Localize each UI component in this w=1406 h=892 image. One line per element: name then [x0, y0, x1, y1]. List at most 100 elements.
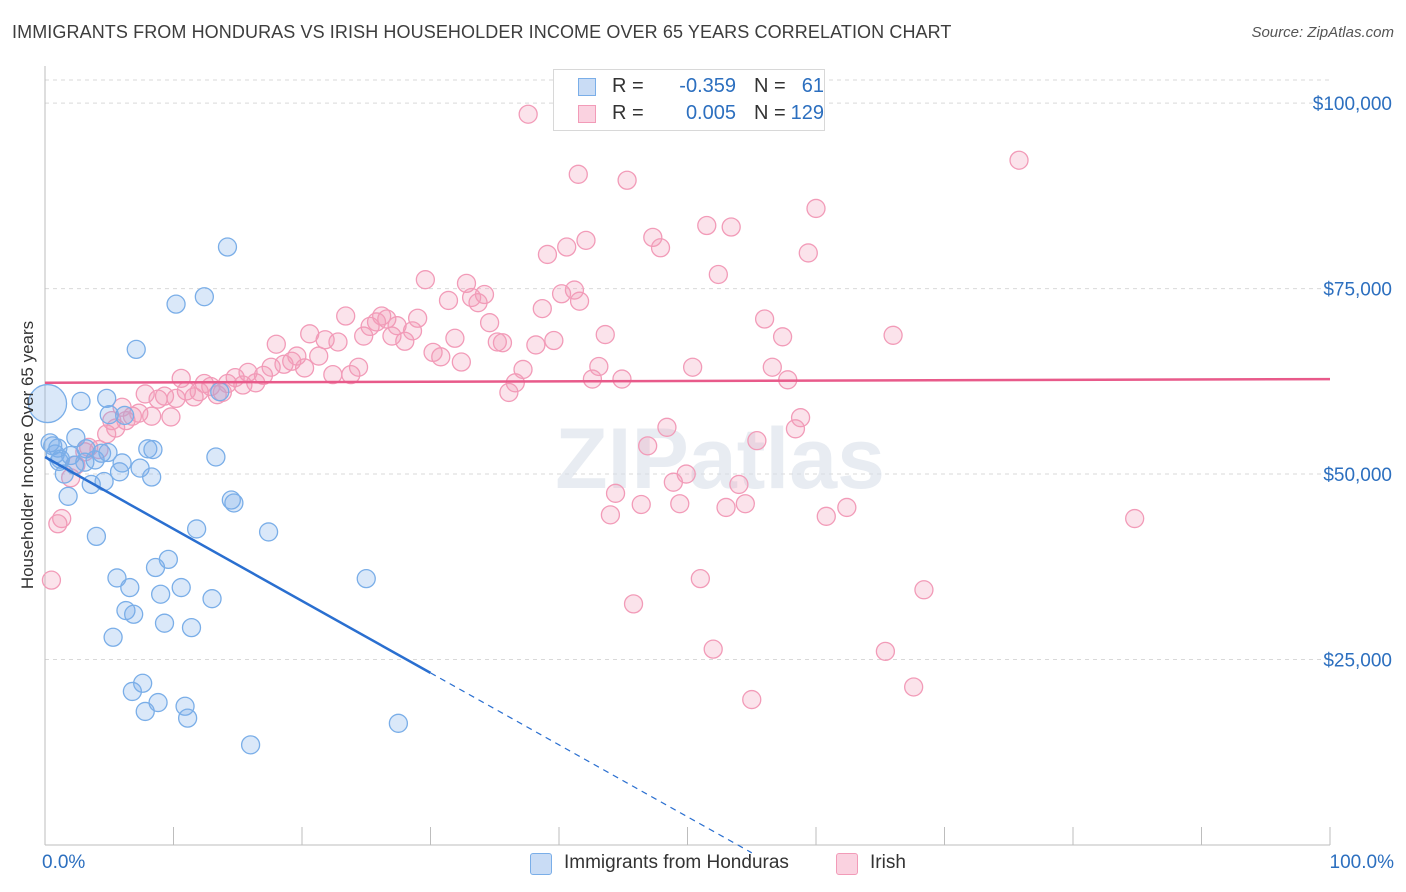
irish-point — [544, 330, 564, 351]
honduras-point — [171, 577, 191, 598]
honduras-trend-extension — [430, 672, 753, 854]
irish-point — [576, 230, 596, 250]
legend-n-label: N = — [754, 75, 786, 97]
irish-point — [415, 270, 436, 290]
irish-point — [697, 215, 717, 236]
honduras-point — [49, 451, 69, 472]
irish-point — [600, 505, 621, 525]
irish-point — [431, 347, 451, 367]
irish-point — [729, 474, 749, 495]
y-tick-label: $100,000 — [1313, 94, 1392, 115]
honduras-point — [356, 569, 376, 589]
honduras-point — [103, 627, 123, 647]
irish-point — [703, 639, 723, 659]
irish-point — [582, 369, 603, 389]
irish-point — [445, 328, 465, 348]
honduras-point — [224, 493, 244, 513]
honduras-point — [122, 681, 143, 702]
irish-point — [52, 508, 72, 529]
honduras-point — [27, 383, 68, 424]
honduras-point — [175, 696, 195, 716]
irish-point — [537, 244, 558, 265]
irish-point — [650, 238, 671, 258]
honduras-point — [99, 405, 119, 425]
irish-point — [474, 284, 495, 305]
trend-lines — [44, 377, 1331, 854]
honduras-trend-line — [44, 455, 432, 674]
irish-point — [595, 324, 615, 345]
irish-point — [407, 308, 428, 328]
honduras-point — [206, 447, 226, 467]
y-tick-label: $50,000 — [1323, 465, 1392, 486]
irish-point — [568, 164, 588, 184]
legend-n-value: 129 — [790, 102, 824, 124]
x-tick-label-max: 100.0% — [1329, 852, 1394, 873]
honduras-point — [177, 708, 198, 728]
irish-point — [154, 386, 175, 406]
honduras-point — [210, 382, 230, 402]
honduras-point — [120, 577, 140, 598]
irish-point — [690, 569, 710, 589]
honduras-point — [97, 388, 117, 409]
irish-point — [372, 306, 392, 326]
honduras-point — [166, 294, 186, 314]
irish-point — [816, 506, 836, 526]
honduras-point — [194, 287, 214, 307]
irish-point — [742, 689, 762, 710]
irish-point — [499, 382, 519, 403]
honduras-point — [148, 692, 168, 713]
irish-point — [487, 332, 507, 352]
irish-point — [798, 243, 818, 263]
irish-point — [479, 313, 500, 333]
series-legend-label: Immigrants from Honduras — [564, 852, 789, 873]
legend-r-label: R = — [612, 102, 644, 124]
honduras-point — [107, 568, 127, 588]
irish-point — [676, 464, 696, 484]
honduras-point — [202, 589, 222, 609]
irish-point — [395, 331, 415, 351]
irish-point — [623, 594, 644, 614]
chart-title: IMMIGRANTS FROM HONDURAS VS IRISH HOUSEH… — [12, 22, 952, 42]
irish-point — [708, 264, 728, 285]
honduras-point — [143, 439, 163, 460]
series-swatch-irish — [836, 853, 858, 875]
irish-point — [387, 316, 407, 336]
irish-point — [294, 358, 315, 378]
irish-point — [605, 483, 626, 503]
irish-point — [451, 352, 471, 372]
honduras-point — [138, 439, 158, 459]
honduras-point — [71, 391, 91, 411]
irish-point — [716, 497, 736, 518]
irish-point — [569, 291, 590, 311]
irish-point — [643, 227, 663, 248]
irish-point — [41, 570, 62, 590]
irish-point — [354, 326, 374, 346]
irish-point — [617, 170, 637, 190]
irish-point — [402, 321, 423, 341]
irish-point — [589, 356, 609, 377]
honduras-point — [58, 486, 78, 506]
irish-point — [670, 494, 690, 514]
irish-point — [1009, 150, 1029, 170]
irish-point — [532, 298, 552, 319]
irish-point — [682, 357, 703, 377]
legend-r-value: 0.005 — [685, 102, 736, 124]
irish-point — [348, 357, 369, 377]
legend-swatch-honduras — [578, 78, 596, 96]
irish-point — [875, 641, 896, 662]
irish-point — [914, 580, 934, 600]
irish-point — [721, 217, 741, 237]
irish-point — [266, 334, 286, 354]
irish-point — [518, 104, 538, 124]
y-tick-labels: $25,000 $50,000 $75,000 $100,000 — [1313, 94, 1392, 671]
series-swatch-honduras — [530, 853, 552, 875]
honduras-point — [98, 442, 118, 463]
irish-point — [772, 327, 793, 347]
honduras-point — [115, 405, 135, 426]
honduras-point — [181, 617, 202, 638]
irish-point — [754, 309, 775, 329]
honduras-point — [86, 526, 107, 547]
irish-point — [336, 306, 356, 326]
honduras-point — [258, 522, 279, 542]
